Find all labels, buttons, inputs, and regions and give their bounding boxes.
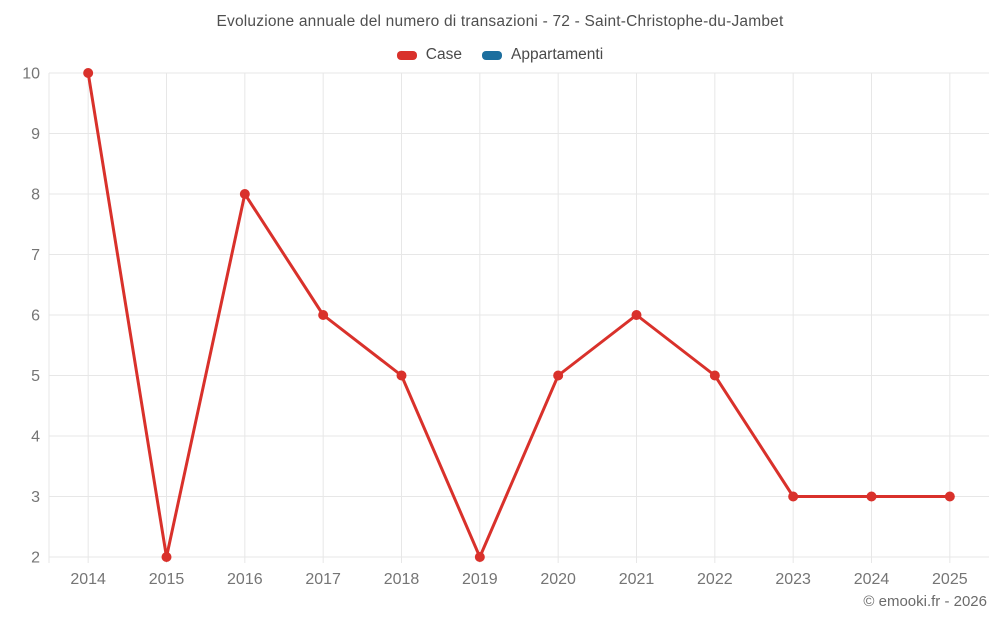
y-axis-label: 3 <box>31 489 40 506</box>
case-data-point[interactable] <box>944 491 955 502</box>
x-axis-label: 2025 <box>932 571 968 588</box>
y-axis-label: 5 <box>31 368 40 385</box>
case-data-point[interactable] <box>161 552 172 562</box>
case-data-point[interactable] <box>239 189 250 199</box>
y-axis-label: 6 <box>31 308 40 325</box>
x-axis-label: 2023 <box>775 571 811 588</box>
case-data-point[interactable] <box>788 491 799 502</box>
legend-swatch-case <box>396 50 417 60</box>
case-data-point[interactable] <box>318 310 329 320</box>
x-axis-label: 2014 <box>70 571 106 588</box>
y-axis-label: 8 <box>31 187 40 204</box>
legend-label-appartamenti: Appartamenti <box>510 46 604 63</box>
case-data-point[interactable] <box>83 68 94 78</box>
case-data-point[interactable] <box>396 370 407 381</box>
x-axis-label: 2022 <box>697 571 733 588</box>
case-data-point[interactable] <box>631 310 642 320</box>
legend-swatch-appartamenti <box>481 50 502 60</box>
x-axis-label: 2016 <box>227 571 263 588</box>
x-axis-label: 2021 <box>619 571 655 588</box>
x-axis-label: 2017 <box>305 571 341 588</box>
x-axis-label: 2018 <box>384 571 420 588</box>
chart-title: Evoluzione annuale del numero di transaz… <box>216 13 784 30</box>
y-axis-label: 9 <box>31 126 40 143</box>
x-axis-label: 2019 <box>462 571 498 588</box>
case-data-point[interactable] <box>474 552 485 562</box>
y-axis-label: 2 <box>31 550 40 567</box>
footer-credit: © emooki.fr - 2026 <box>863 593 987 610</box>
x-axis-label: 2015 <box>149 571 185 588</box>
x-axis-label: 2020 <box>540 571 576 588</box>
legend-item-case[interactable]: Case <box>396 46 462 64</box>
legend-label-case: Case <box>425 46 462 63</box>
y-axis-label: 4 <box>31 429 40 446</box>
y-axis-label: 10 <box>22 66 40 83</box>
legend-item-appartamenti[interactable]: Appartamenti <box>481 46 604 64</box>
case-series-line <box>86 71 952 559</box>
x-axis-label: 2024 <box>854 571 890 588</box>
case-data-point[interactable] <box>709 370 720 381</box>
y-axis-label: 7 <box>31 247 40 264</box>
legend: Case Appartamenti <box>0 44 1000 66</box>
case-data-point[interactable] <box>866 491 877 502</box>
case-data-point[interactable] <box>553 370 564 381</box>
